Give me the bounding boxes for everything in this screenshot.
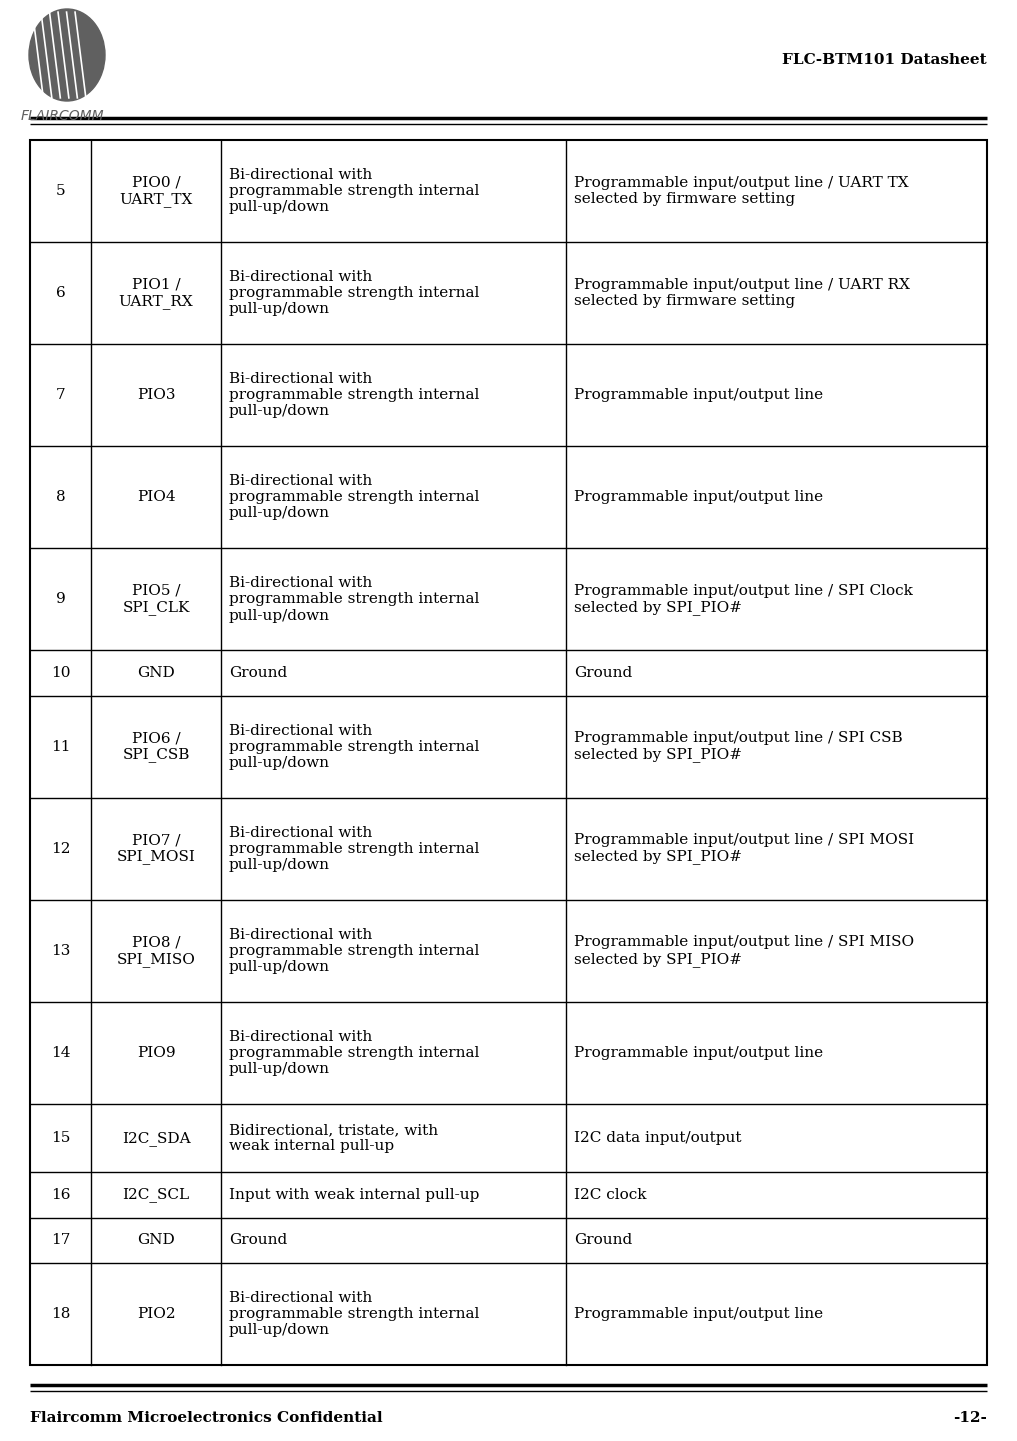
Text: I2C_SCL: I2C_SCL <box>122 1187 189 1202</box>
Text: 15: 15 <box>51 1131 70 1146</box>
Text: Programmable input/output line: Programmable input/output line <box>574 388 823 402</box>
Text: Ground: Ground <box>574 1233 633 1248</box>
Text: PIO7 /
SPI_MOSI: PIO7 / SPI_MOSI <box>117 833 195 865</box>
Text: 14: 14 <box>51 1046 70 1061</box>
Ellipse shape <box>29 9 105 101</box>
Text: PIO3: PIO3 <box>136 388 175 402</box>
Text: Programmable input/output line: Programmable input/output line <box>574 1046 823 1061</box>
Text: 9: 9 <box>56 592 65 607</box>
Text: Ground: Ground <box>229 666 287 680</box>
Text: Bi-directional with
programmable strength internal
pull-up/down: Bi-directional with programmable strengt… <box>229 826 479 872</box>
Text: 16: 16 <box>51 1187 70 1202</box>
Text: 8: 8 <box>56 490 65 504</box>
Text: Bi-directional with
programmable strength internal
pull-up/down: Bi-directional with programmable strengt… <box>229 474 479 520</box>
Text: Bi-directional with
programmable strength internal
pull-up/down: Bi-directional with programmable strengt… <box>229 1291 479 1337</box>
Text: Input with weak internal pull-up: Input with weak internal pull-up <box>229 1187 479 1202</box>
Text: PIO2: PIO2 <box>136 1307 175 1321</box>
Text: 10: 10 <box>51 666 70 680</box>
Text: PIO1 /
UART_RX: PIO1 / UART_RX <box>119 278 193 308</box>
Text: PIO9: PIO9 <box>136 1046 175 1061</box>
Text: -12-: -12- <box>953 1411 988 1425</box>
Text: PIO8 /
SPI_MISO: PIO8 / SPI_MISO <box>117 935 195 967</box>
Text: FLC-BTM101 Datasheet: FLC-BTM101 Datasheet <box>782 53 988 66</box>
Text: Programmable input/output line / SPI MISO
selected by SPI_PIO#: Programmable input/output line / SPI MIS… <box>574 935 914 967</box>
Text: Bi-directional with
programmable strength internal
pull-up/down: Bi-directional with programmable strengt… <box>229 576 479 623</box>
Text: Bi-directional with
programmable strength internal
pull-up/down: Bi-directional with programmable strengt… <box>229 269 479 317</box>
Text: GND: GND <box>137 1233 175 1248</box>
Text: Flaircomm Microelectronics Confidential: Flaircomm Microelectronics Confidential <box>29 1411 382 1425</box>
Text: 7: 7 <box>56 388 65 402</box>
Text: Bi-directional with
programmable strength internal
pull-up/down: Bi-directional with programmable strengt… <box>229 928 479 974</box>
Text: PIO0 /
UART_TX: PIO0 / UART_TX <box>119 176 192 206</box>
Text: Programmable input/output line / SPI CSB
selected by SPI_PIO#: Programmable input/output line / SPI CSB… <box>574 731 903 762</box>
Text: PIO4: PIO4 <box>136 490 175 504</box>
Text: PIO6 /
SPI_CSB: PIO6 / SPI_CSB <box>122 731 190 762</box>
Text: Bi-directional with
programmable strength internal
pull-up/down: Bi-directional with programmable strengt… <box>229 1030 479 1076</box>
Text: Programmable input/output line: Programmable input/output line <box>574 490 823 504</box>
Text: GND: GND <box>137 666 175 680</box>
Text: 5: 5 <box>56 184 65 197</box>
Text: 13: 13 <box>51 944 70 958</box>
Text: Programmable input/output line / UART TX
selected by firmware setting: Programmable input/output line / UART TX… <box>574 176 908 206</box>
Text: 11: 11 <box>51 739 70 754</box>
Text: Bi-directional with
programmable strength internal
pull-up/down: Bi-directional with programmable strengt… <box>229 167 479 215</box>
Text: I2C_SDA: I2C_SDA <box>122 1131 190 1146</box>
Text: Programmable input/output line / SPI Clock
selected by SPI_PIO#: Programmable input/output line / SPI Clo… <box>574 584 913 615</box>
Text: Programmable input/output line / SPI MOSI
selected by SPI_PIO#: Programmable input/output line / SPI MOS… <box>574 833 914 865</box>
Text: Programmable input/output line: Programmable input/output line <box>574 1307 823 1321</box>
Text: Programmable input/output line / UART RX
selected by firmware setting: Programmable input/output line / UART RX… <box>574 278 910 308</box>
Text: FLAIRCOMM: FLAIRCOMM <box>20 110 104 122</box>
Text: 17: 17 <box>51 1233 70 1248</box>
Text: Bi-directional with
programmable strength internal
pull-up/down: Bi-directional with programmable strengt… <box>229 372 479 418</box>
Bar <box>29 140 988 1365</box>
Text: Ground: Ground <box>229 1233 287 1248</box>
Text: Bidirectional, tristate, with
weak internal pull-up: Bidirectional, tristate, with weak inter… <box>229 1123 438 1153</box>
Text: Ground: Ground <box>574 666 633 680</box>
Text: I2C data input/output: I2C data input/output <box>574 1131 741 1146</box>
Text: 12: 12 <box>51 842 70 856</box>
Text: I2C clock: I2C clock <box>574 1187 647 1202</box>
Text: Bi-directional with
programmable strength internal
pull-up/down: Bi-directional with programmable strengt… <box>229 723 479 769</box>
Text: PIO5 /
SPI_CLK: PIO5 / SPI_CLK <box>122 584 190 615</box>
Text: 18: 18 <box>51 1307 70 1321</box>
Text: 6: 6 <box>56 287 65 300</box>
